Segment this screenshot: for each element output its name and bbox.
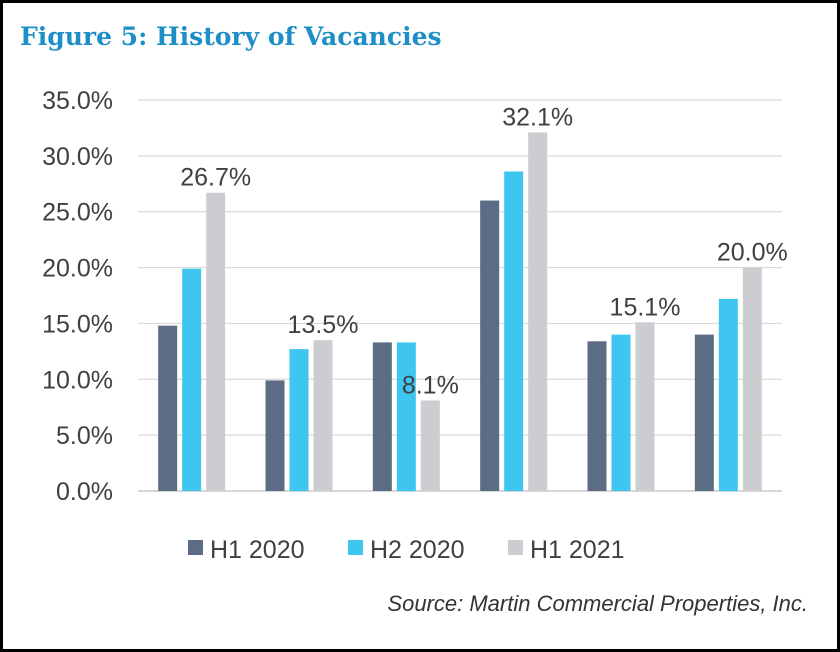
legend-swatch [348, 540, 363, 555]
bar [182, 268, 202, 491]
y-tick-label: 15.0% [42, 310, 113, 338]
bar [528, 132, 548, 491]
y-tick-label: 30.0% [42, 143, 113, 171]
bar [289, 349, 309, 491]
y-tick-label: 10.0% [42, 366, 113, 394]
bars [158, 132, 762, 492]
bar [372, 342, 392, 491]
bar [587, 341, 607, 491]
bar [694, 334, 714, 491]
bar [480, 200, 500, 492]
bar [742, 267, 762, 491]
bar [396, 342, 416, 491]
chart-title: Figure 5: History of Vacancies [20, 22, 442, 51]
bar [265, 380, 285, 491]
y-tick-label: 5.0% [56, 422, 113, 450]
legend-swatch [188, 540, 203, 555]
data-label: 32.1% [502, 103, 573, 131]
legend-label: H1 2020 [210, 536, 305, 564]
data-label: 15.1% [610, 293, 681, 321]
legend-label: H1 2021 [530, 536, 625, 564]
data-label: 8.1% [402, 372, 459, 400]
legend-swatch [508, 540, 523, 555]
bar [635, 322, 655, 491]
data-label: 20.0% [717, 239, 788, 267]
bar [504, 171, 524, 492]
legend: H1 2020 H2 2020 H1 2021 [188, 536, 625, 564]
data-label: 13.5% [288, 311, 359, 339]
y-tick-label: 25.0% [42, 199, 113, 227]
bar [611, 334, 631, 491]
legend-label: H2 2020 [370, 536, 465, 564]
y-tick-label: 35.0% [42, 87, 113, 115]
y-axis: 0.0% 5.0% 10.0% 15.0% 20.0% 25.0% 30.0% 35.0% [42, 87, 113, 506]
bar [313, 340, 333, 491]
bar [420, 400, 440, 491]
bar [206, 192, 226, 492]
bar [718, 298, 738, 491]
gridlines [138, 99, 782, 492]
y-tick-label: 20.0% [42, 255, 113, 283]
y-tick-label: 0.0% [56, 478, 113, 506]
source-note: Source: Martin Commercial Properties, In… [387, 591, 808, 616]
data-labels: 26.7% 13.5% 8.1% 32.1% 15.1% 20.0% [180, 103, 788, 399]
data-label: 26.7% [180, 164, 251, 192]
bar [158, 325, 178, 491]
